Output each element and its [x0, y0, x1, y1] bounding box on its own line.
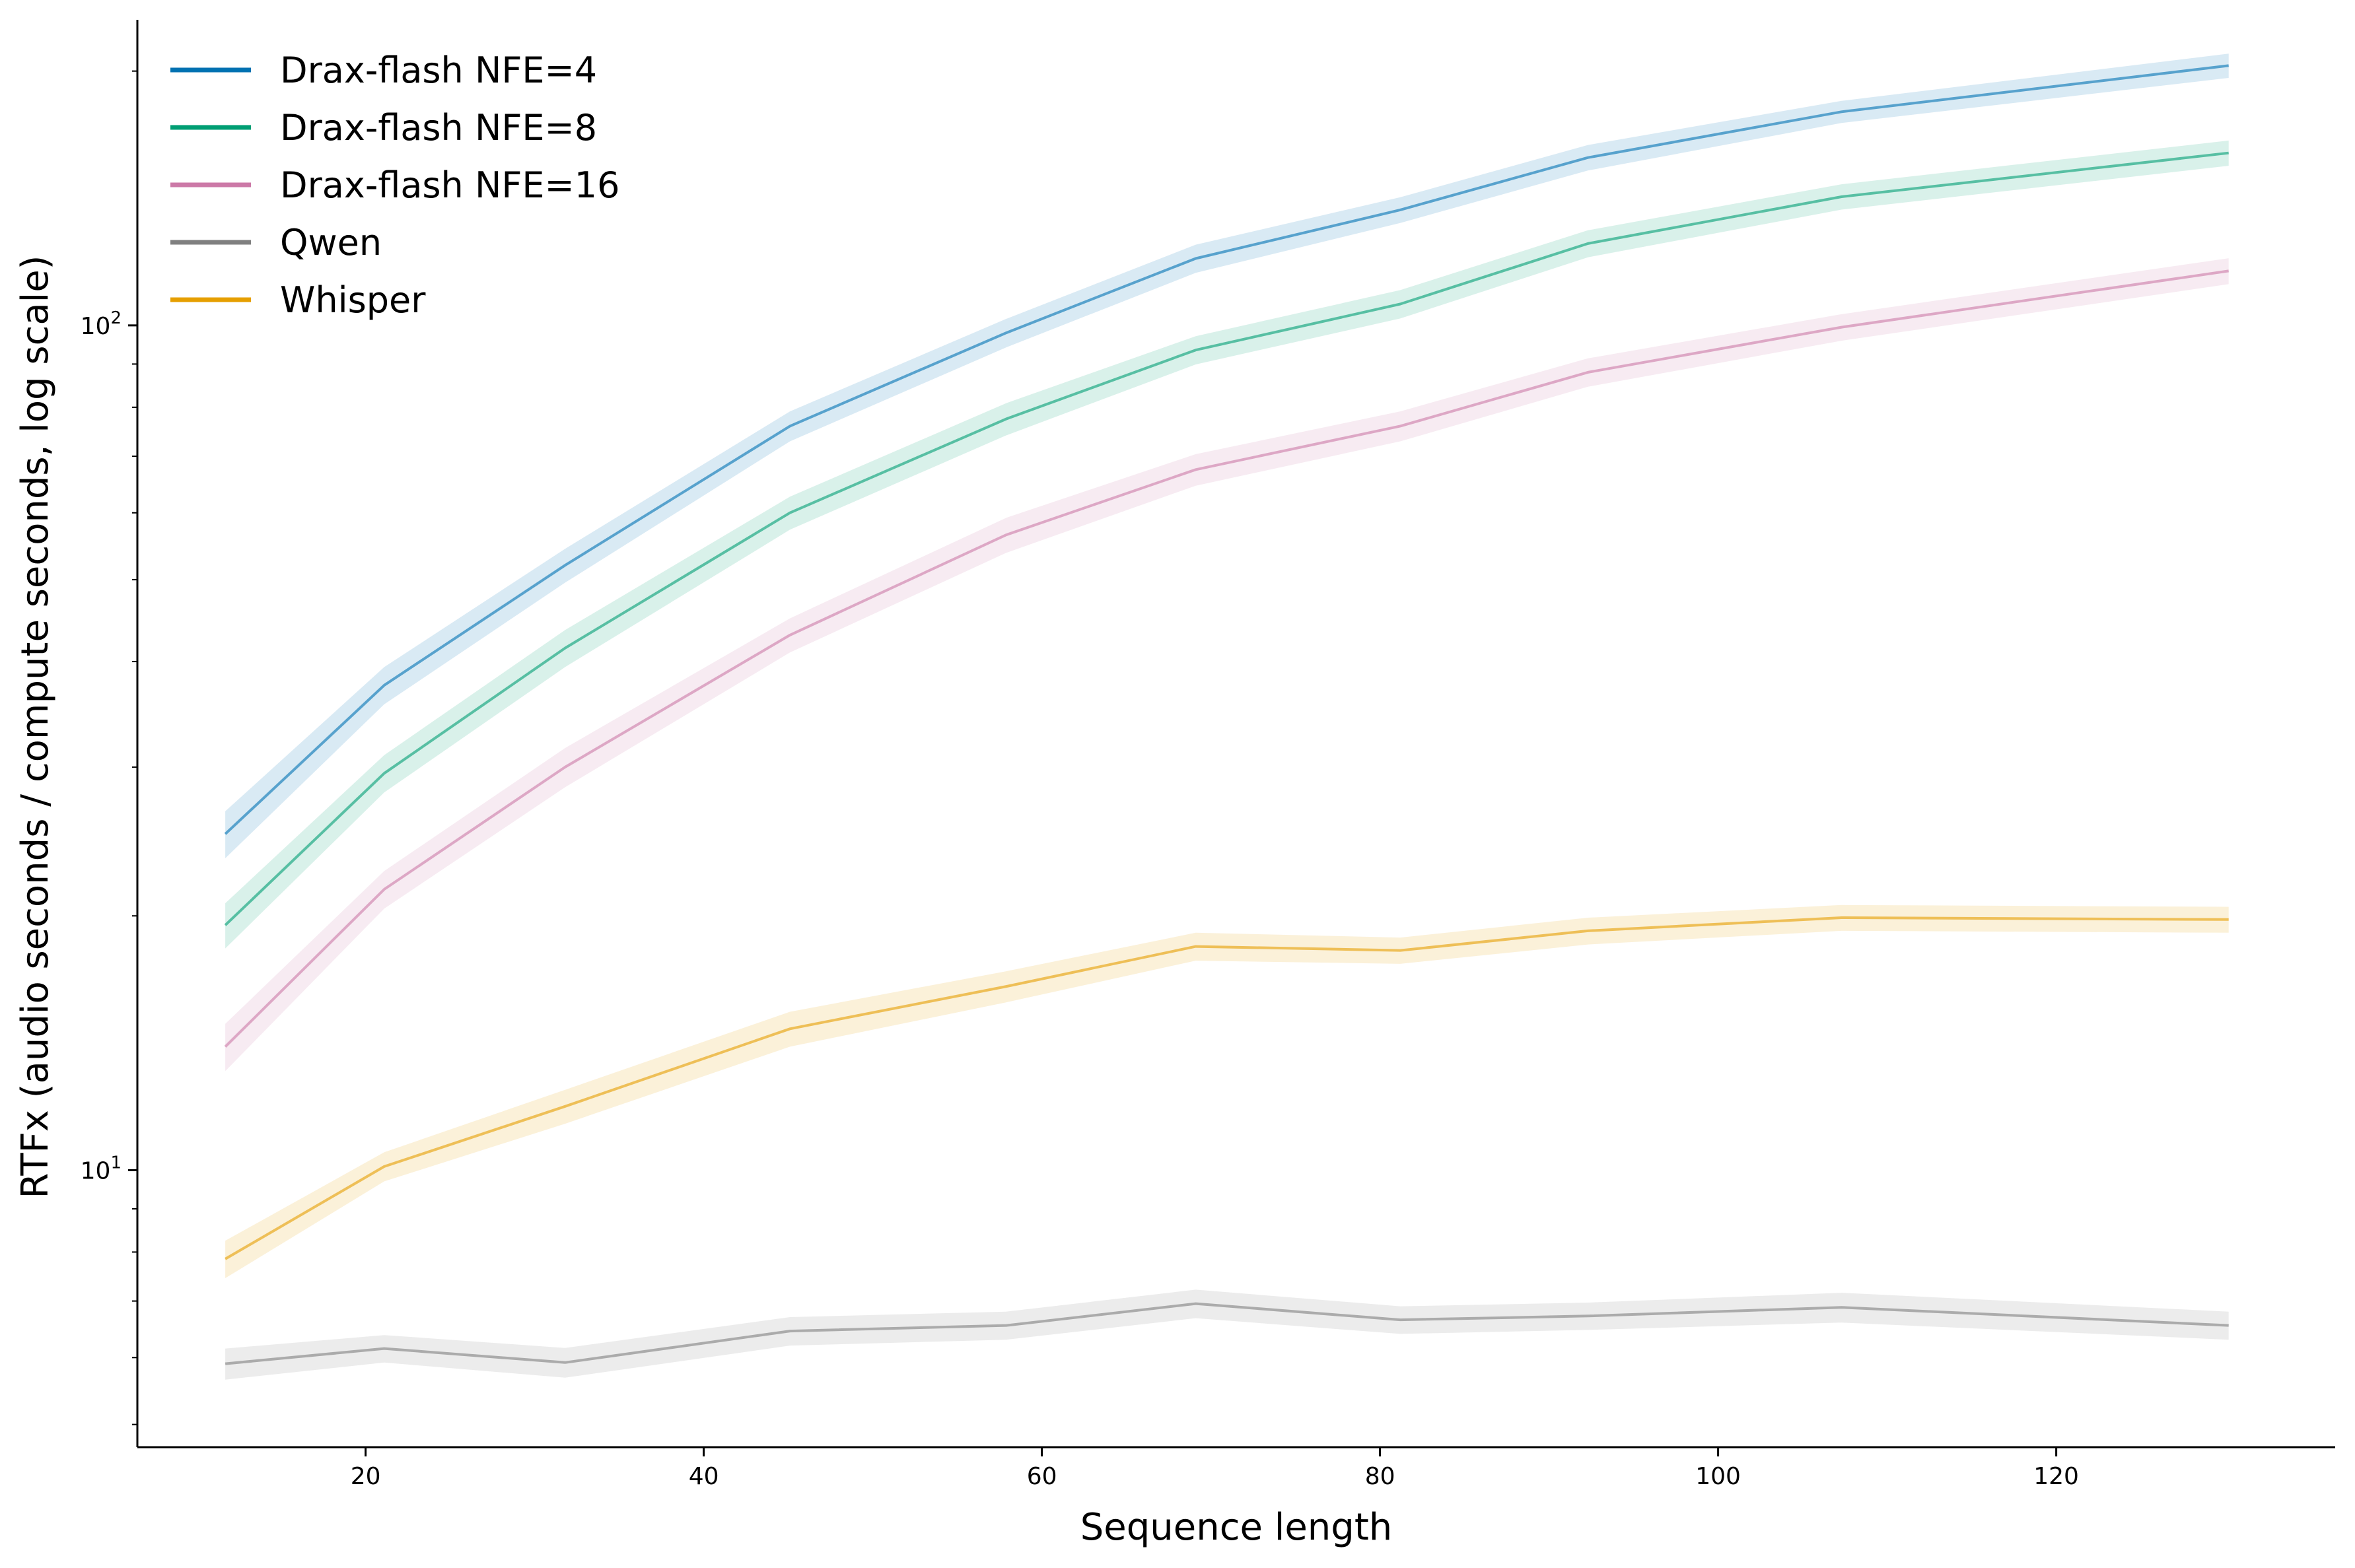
- legend-label-2: Drax-flash NFE=16: [280, 164, 619, 206]
- legend-label-0: Drax-flash NFE=4: [280, 50, 597, 91]
- x-tick-label: 120: [2033, 1463, 2079, 1490]
- x-tick-label: 60: [1027, 1463, 1057, 1490]
- y-tick-label: 101: [81, 1153, 122, 1184]
- x-tick-label: 80: [1365, 1463, 1395, 1490]
- x-axis-title: Sequence length: [1080, 1506, 1393, 1549]
- y-tick-base: 10: [81, 313, 111, 340]
- band-series-3: [225, 1289, 2229, 1380]
- line-series-2: [224, 269, 2229, 1048]
- legend-label-1: Drax-flash NFE=8: [280, 107, 597, 149]
- legend: Drax-flash NFE=4 Drax-flash NFE=8 Drax-fla…: [170, 50, 619, 321]
- line-series-4: [225, 916, 2229, 1260]
- y-tick-base: 10: [81, 1157, 111, 1184]
- confidence-bands: [225, 53, 2229, 1380]
- x-tick-label: 100: [1695, 1463, 1741, 1490]
- y-tick-label: 102: [81, 308, 122, 340]
- legend-label-3: Qwen: [280, 222, 382, 263]
- line-series-1: [224, 151, 2229, 926]
- line-series-0: [224, 64, 2229, 835]
- x-tick-label: 20: [351, 1463, 381, 1490]
- line-series-3: [225, 1302, 2229, 1365]
- x-tick-label: 40: [689, 1463, 719, 1490]
- band-series-4: [225, 904, 2229, 1278]
- series-lines: [224, 64, 2229, 1365]
- legend-label-4: Whisper: [280, 279, 426, 321]
- y-axis-title: RTFx (audio seconds / compute seconds, l…: [14, 255, 57, 1198]
- y-tick-exponent: 2: [110, 308, 122, 328]
- y-tick-exponent: 1: [110, 1153, 122, 1173]
